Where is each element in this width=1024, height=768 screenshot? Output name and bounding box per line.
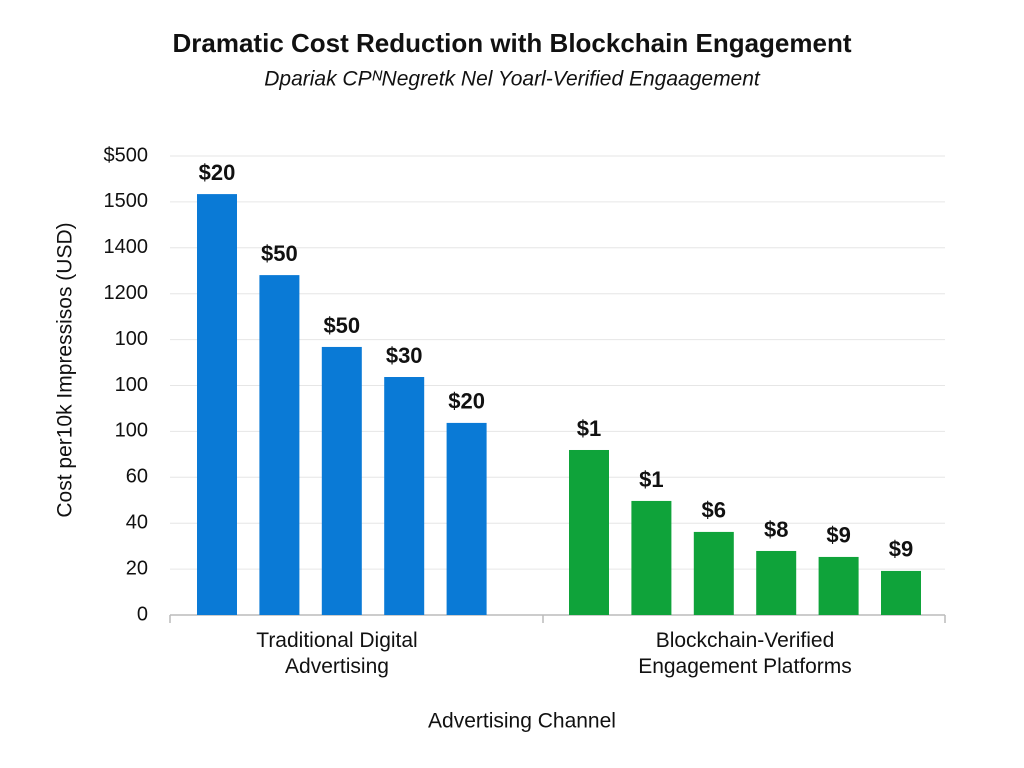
y-axis-label: Cost per10k Impressisos (USD) xyxy=(54,222,77,517)
bar-annotation: $1 xyxy=(639,467,663,492)
group-label: Traditional Digital Advertising xyxy=(256,629,418,678)
y-tick-label: 20 xyxy=(126,557,148,579)
y-tick-label: 100 xyxy=(115,328,148,350)
y-tick-label: 100 xyxy=(115,420,148,442)
y-tick-label: 1500 xyxy=(104,190,149,212)
bar-annotation: $50 xyxy=(261,241,298,266)
bar-annotation: $8 xyxy=(764,517,788,542)
bar-annotation: $1 xyxy=(577,416,601,441)
y-tick-label: 1400 xyxy=(104,236,149,258)
bar xyxy=(818,556,859,615)
y-tick-label: $500 xyxy=(104,144,149,166)
bar-annotation: $50 xyxy=(323,313,360,338)
bar xyxy=(756,550,797,615)
bar xyxy=(321,346,362,615)
bar-annotation: $20 xyxy=(448,389,485,414)
chart-title: Dramatic Cost Reduction with Blockchain … xyxy=(173,28,852,58)
bar-annotation: $6 xyxy=(702,498,726,523)
y-tick-label: 1200 xyxy=(104,282,149,304)
y-tick-label: 60 xyxy=(126,466,148,488)
bar xyxy=(384,377,425,615)
chart-subtitle: Dpariak CPᴺNegretk Nel Yoarl-Verified En… xyxy=(264,68,761,91)
bar xyxy=(259,275,300,615)
y-tick-label: 0 xyxy=(137,603,148,625)
x-axis-label: Advertising Channel xyxy=(428,710,616,733)
bar xyxy=(569,449,609,615)
bar xyxy=(881,570,921,615)
bar-annotation: $9 xyxy=(889,537,913,562)
group-label: Blockchain-Verified Engagement Platforms xyxy=(638,629,852,678)
bar-annotation: $30 xyxy=(386,343,423,368)
bar xyxy=(446,422,487,615)
bar xyxy=(197,194,237,616)
bar xyxy=(693,531,734,615)
y-tick-label: 100 xyxy=(115,374,148,396)
y-tick-label: 40 xyxy=(126,511,148,533)
bar-annotation: $9 xyxy=(826,523,850,548)
bar xyxy=(631,500,672,615)
bar-annotation: $20 xyxy=(199,160,236,185)
